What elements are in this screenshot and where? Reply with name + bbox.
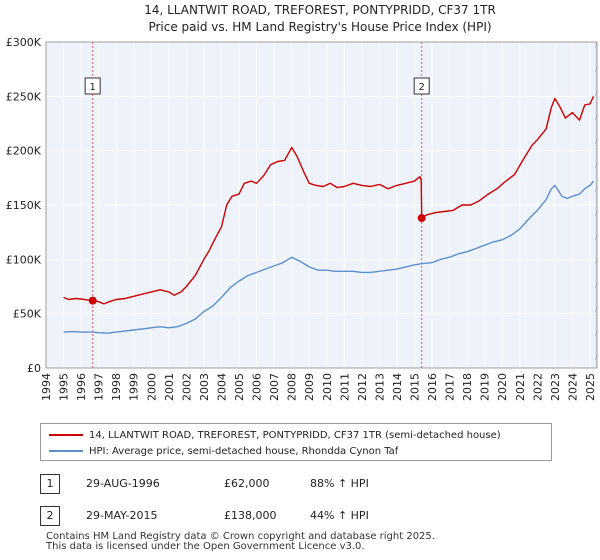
legend-label-hpi: HPI: Average price, semi-detached house,… [89,445,399,457]
footer: Contains HM Land Registry data © Crown c… [46,532,435,552]
x-tick-label: 1999 [128,373,141,401]
x-tick-label: 2018 [461,373,474,401]
sale-price: £138,000 [224,509,277,522]
plot-border [45,41,598,369]
sale-date: 29-AUG-1996 [86,477,160,490]
legend-item-hpi: HPI: Average price, semi-detached house,… [49,443,398,459]
sale-label-number: 2 [419,82,425,93]
x-tick-label: 2010 [321,373,334,401]
chart-subtitle: Price paid vs. HM Land Registry's House … [148,20,491,34]
hpi-line [63,180,595,334]
sale-label-number: 1 [89,82,95,93]
legend-swatch-property [49,434,83,436]
sale-number-badge: 2 [40,506,60,526]
x-tick-label: 2019 [479,373,492,401]
x-tick-label: 1997 [93,373,106,401]
x-tick-label: 2021 [514,373,527,401]
chart-title: 14, LLANTWIT ROAD, TREFOREST, PONTYPRIDD… [144,3,496,17]
sale-label-box [84,77,101,95]
axes: £0 £50K £100K £150K £200K £250K £300K 1994 1995 1… [6,36,598,401]
legend-item-property: 14, LLANTWIT ROAD, TREFOREST, PONTYPRIDD… [49,427,501,443]
x-tick-label: 2004 [215,373,228,401]
x-tick-label: 2005 [233,373,246,401]
x-tick-label: 2011 [338,373,351,401]
x-tick-label: 2003 [198,373,211,401]
sale-label-box [413,77,430,95]
property-price-line [63,96,595,305]
footer-licence: This data is licensed under the Open Gov… [46,541,365,552]
x-tick-label: 2013 [373,373,386,401]
x-tick-label: 2008 [286,373,299,401]
x-tick-label: 2024 [566,373,579,401]
footer-copyright: Contains HM Land Registry data © Crown c… [46,531,435,542]
legend: 14, LLANTWIT ROAD, TREFOREST, PONTYPRIDD… [40,423,552,461]
legend-label-property: 14, LLANTWIT ROAD, TREFOREST, PONTYPRIDD… [89,429,501,441]
x-tick-label: 2002 [180,373,193,401]
grid [45,41,597,369]
x-tick-label: 2025 [584,373,597,401]
x-tick-label: 1995 [58,373,71,401]
sale-point [88,296,97,305]
x-tick-label: 2017 [444,373,457,401]
x-tick-label: 2020 [496,373,509,401]
y-tick-label: £0 [27,362,41,375]
x-tick-label: 2001 [163,373,176,401]
sale-date: 29-MAY-2015 [86,509,158,522]
x-tick-label: 1998 [110,373,123,401]
x-tick-label: 2000 [145,373,158,401]
x-tick-label: 2014 [391,373,404,401]
sale-row-2: 2 29-MAY-2015 £138,000 44% ↑ HPI [40,506,560,526]
future-shade-rect [595,42,597,368]
sale-number-badge: 1 [40,474,60,494]
x-tick-label: 2012 [356,373,369,401]
sale-point [417,214,426,223]
y-tick-label: £250K [6,90,42,103]
x-tick-label: 1994 [40,373,53,401]
y-tick-label: £100K [6,253,42,266]
y-tick-label: £200K [6,145,42,158]
y-tick-label: £300K [6,36,42,49]
x-tick-label: 2022 [531,373,544,401]
x-tick-label: 2006 [251,373,264,401]
sale-hpi-change: 44% ↑ HPI [310,509,369,522]
sale-row-1: 1 29-AUG-1996 £62,000 88% ↑ HPI [40,474,560,494]
y-tick-label: £50K [13,308,42,321]
x-tick-label: 2009 [303,373,316,401]
y-tick-label: £150K [6,199,42,212]
sale-hpi-change: 88% ↑ HPI [310,477,369,490]
x-tick-label: 2016 [426,373,439,401]
x-tick-label: 2007 [268,373,281,401]
sale-price: £62,000 [224,477,270,490]
series [63,96,595,334]
x-tick-label: 1996 [75,373,88,401]
x-tick-label: 2015 [409,373,422,401]
legend-swatch-hpi [49,450,83,452]
x-tick-label: 2023 [549,373,562,401]
